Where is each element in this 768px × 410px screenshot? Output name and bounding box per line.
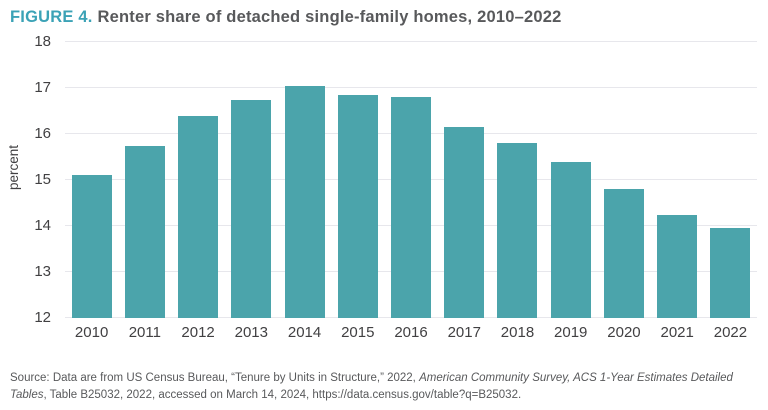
bar-2018 (497, 143, 538, 318)
figure-number-label: FIGURE 4. (10, 8, 93, 26)
bar-slot-2015 (331, 42, 384, 318)
bar-2017 (444, 127, 485, 318)
bar-2016 (391, 97, 432, 318)
x-tick-label-2020: 2020 (607, 324, 641, 341)
x-tick-label-2011: 2011 (128, 324, 161, 341)
x-tick-label-2015: 2015 (341, 324, 375, 341)
bar-slot-2017 (438, 42, 491, 318)
x-tick-label-2010: 2010 (74, 324, 109, 341)
y-axis-label: percent (6, 145, 21, 191)
bar-slot-2022 (704, 42, 757, 318)
bar-slot-2018 (491, 42, 544, 318)
y-tick-label-12: 12 (34, 309, 51, 326)
y-tick-label-13: 13 (34, 263, 51, 280)
y-tick-label-17: 17 (34, 79, 51, 96)
bar-2019 (550, 161, 591, 318)
x-tick-label-2019: 2019 (554, 324, 588, 341)
bar-2010 (71, 175, 112, 318)
x-tick-label-2017: 2017 (447, 324, 481, 341)
bar-slot-2010 (65, 42, 118, 318)
bar-slot-2019 (544, 42, 597, 318)
bar-slot-2012 (171, 42, 224, 318)
bar-slot-2014 (278, 42, 331, 318)
bar-2012 (178, 115, 219, 318)
y-tick-label-15: 15 (34, 171, 51, 188)
x-tick-label-2018: 2018 (500, 324, 535, 341)
y-tick-label-16: 16 (34, 125, 51, 142)
bar-2015 (337, 94, 378, 318)
x-tick-label-2014: 2014 (287, 324, 322, 341)
bar-series (65, 42, 757, 318)
x-tick-label-2021: 2021 (660, 324, 694, 341)
source-text: Source: Data are from US Census Bureau, … (10, 372, 420, 384)
bar-slot-2020 (597, 42, 650, 318)
source-text-italic: American Community Survey, ACS 1-Year Es… (10, 372, 733, 401)
bar-2020 (603, 189, 644, 318)
y-tick-label-18: 18 (34, 33, 51, 50)
bar-2011 (124, 145, 165, 318)
figure-title-text: Renter share of detached single-family h… (97, 8, 562, 26)
x-tick-label-2012: 2012 (181, 324, 215, 341)
source-note: Source: Data are from US Census Bureau, … (10, 370, 755, 403)
gridline-17 (65, 87, 757, 88)
gridline-18 (65, 41, 757, 42)
bar-2014 (284, 85, 325, 318)
figure-title: FIGURE 4. Renter share of detached single… (10, 8, 562, 27)
bar-chart-plot-area: 12 13 14 15 16 17 18 (34, 33, 757, 326)
source-text-suffix: , Table B25032, 2022, accessed on March … (43, 388, 522, 401)
bar-slot-2011 (118, 42, 171, 318)
x-tick-label-2022: 2022 (713, 324, 748, 341)
bar-slot-2021 (651, 42, 704, 318)
bar-2022 (710, 228, 751, 318)
bar-2021 (657, 214, 698, 318)
x-tick-label-2016: 2016 (394, 324, 428, 341)
x-axis-labels: 2010 2011 2012 2013 2014 2015 2016 2017 2018 2019… (65, 324, 757, 341)
bar-slot-2016 (384, 42, 437, 318)
y-tick-label-14: 14 (34, 217, 51, 234)
bar-slot-2013 (225, 42, 278, 318)
x-tick-label-2013: 2013 (234, 324, 268, 341)
bar-2013 (231, 99, 272, 318)
